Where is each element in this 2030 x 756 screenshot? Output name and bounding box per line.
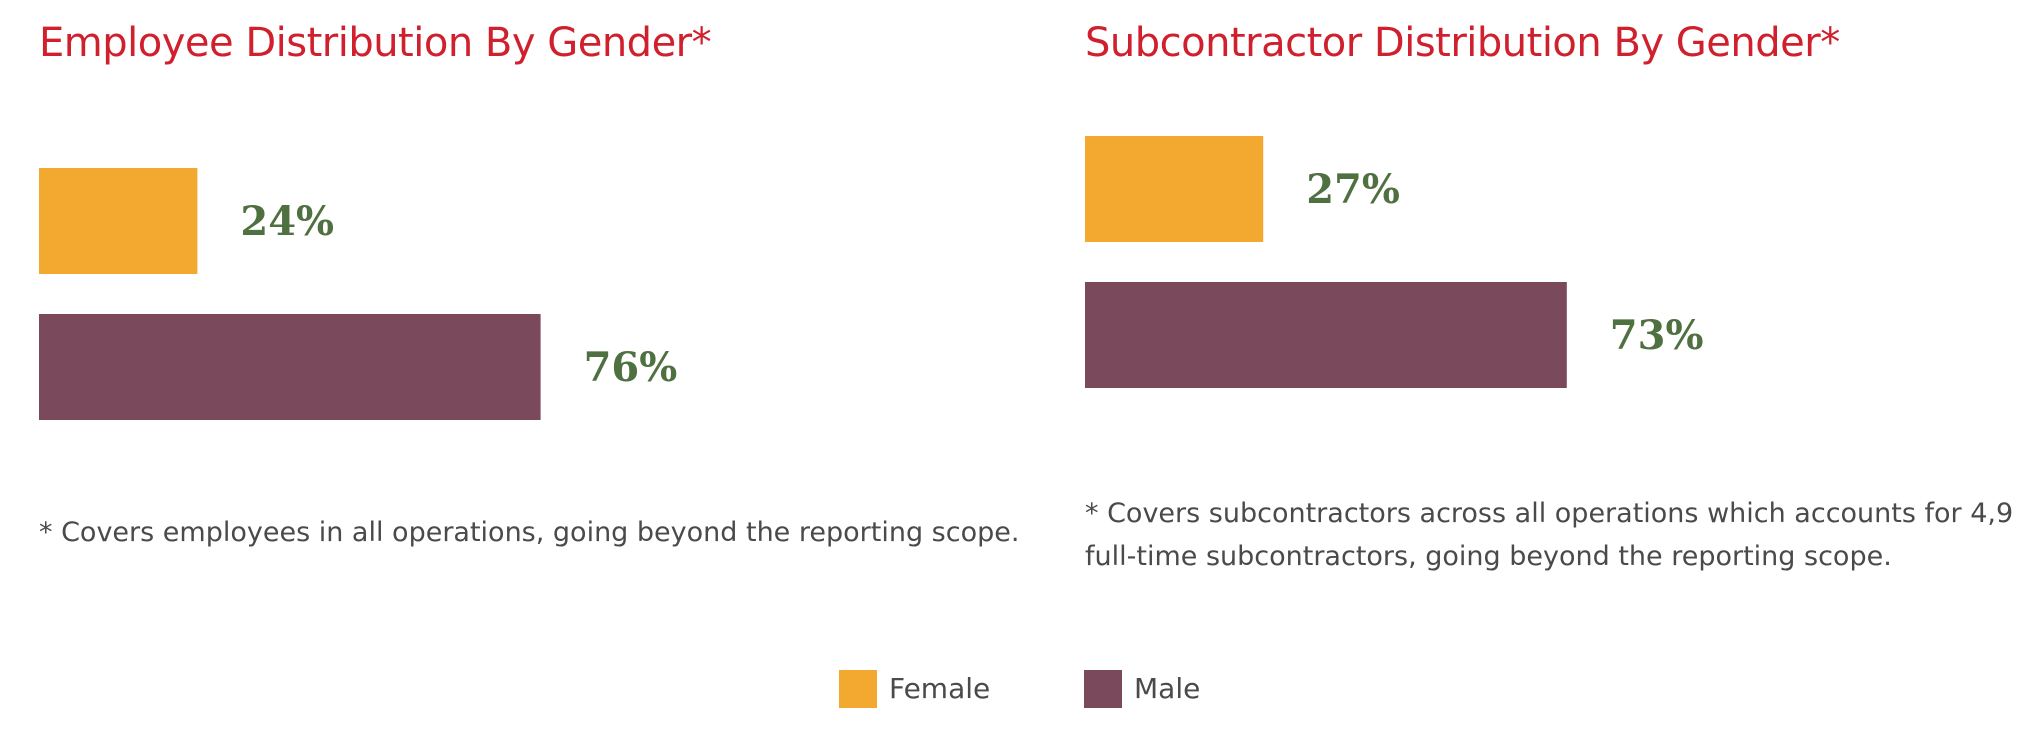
subcontractor-bar-male xyxy=(1085,282,1567,388)
legend-label-female: Female xyxy=(889,672,991,705)
subcontractor-bar-female xyxy=(1085,136,1264,242)
employee-value-label-female: 24% xyxy=(240,198,334,245)
subcontractor-footnote-line-1: * Covers subcontractors across all opera… xyxy=(1085,498,2014,529)
subcontractor-chart-panel: Subcontractor Distribution By Gender* 27… xyxy=(1085,0,2015,640)
employee-bars: 24% 76% xyxy=(39,168,678,420)
employee-bar-female xyxy=(39,168,198,274)
subcontractor-bars: 27% 73% xyxy=(1085,136,1704,388)
subcontractor-footnote: * Covers subcontractors across all opera… xyxy=(1085,492,2013,578)
subcontractor-value-label-male: 73% xyxy=(1610,312,1704,359)
employee-footnote-line: * Covers employees in all operations, go… xyxy=(39,517,1020,548)
legend-swatch-male xyxy=(1084,670,1122,708)
employee-bar-male xyxy=(39,314,541,420)
subcontractor-chart-title: Subcontractor Distribution By Gender* xyxy=(1085,20,1840,66)
employee-chart-title: Employee Distribution By Gender* xyxy=(39,20,712,66)
employee-value-label-male: 76% xyxy=(584,344,678,391)
subcontractor-footnote-line-2: full-time subcontractors, going beyond t… xyxy=(1085,541,1892,572)
subcontractor-value-label-female: 27% xyxy=(1306,166,1400,213)
legend-label-male: Male xyxy=(1134,672,1201,705)
employee-footnote: * Covers employees in all operations, go… xyxy=(39,511,1019,554)
employee-chart-panel: Employee Distribution By Gender* 24% 76% … xyxy=(39,0,1039,640)
legend-swatch-female xyxy=(839,670,877,708)
